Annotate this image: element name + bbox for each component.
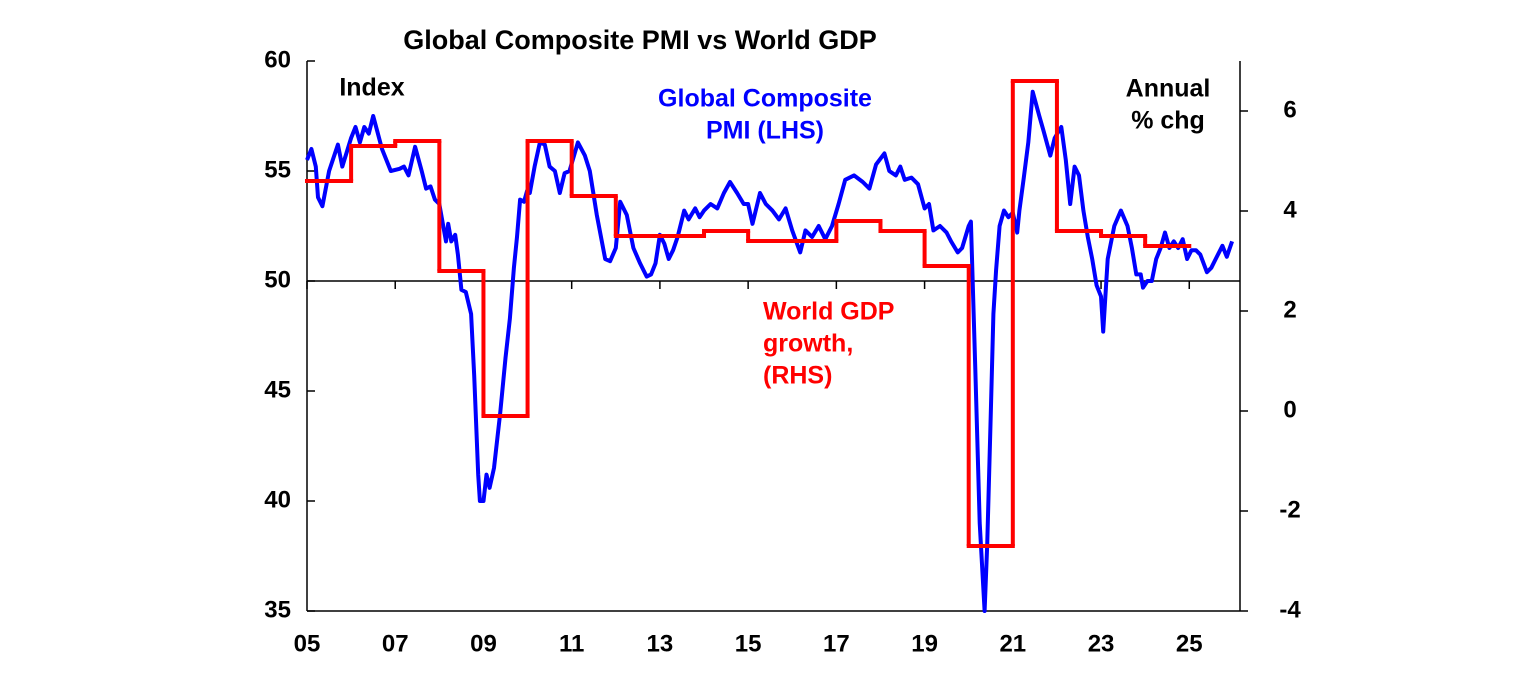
annotation: growth,: [763, 330, 853, 358]
x-tick-label: 09: [470, 630, 497, 657]
y2-tick-label: 4: [1283, 196, 1297, 223]
x-tick-label: 13: [647, 630, 674, 657]
y-tick-label: 60: [264, 46, 291, 73]
y2-tick-label: 2: [1283, 296, 1296, 323]
line-series: [305, 89, 1234, 613]
y2-tick-label: -4: [1279, 596, 1301, 623]
annotation: PMI (LHS): [706, 117, 824, 145]
y2-tick-label: 6: [1283, 96, 1296, 123]
y-tick-label: 35: [264, 596, 291, 623]
x-tick-label: 19: [911, 630, 938, 657]
annotation: % chg: [1131, 107, 1205, 135]
annotation: World GDP: [763, 298, 894, 326]
x-tick-label: 11: [559, 630, 584, 657]
x-tick-label: 05: [294, 630, 321, 657]
y2-tick-label: -2: [1279, 496, 1300, 523]
x-tick-label: 07: [382, 630, 409, 657]
x-tick-label: 21: [999, 630, 1026, 657]
y-tick-label: 55: [264, 156, 291, 183]
y2-tick-label: 0: [1283, 396, 1296, 423]
y-tick-label: 40: [264, 486, 291, 513]
chart-title: Global Composite PMI vs World GDP: [403, 25, 877, 55]
y-tick-label: 45: [264, 376, 291, 403]
annotation: Global Composite: [658, 85, 872, 113]
x-tick-label: 15: [735, 630, 762, 657]
annotation: Annual: [1126, 75, 1211, 103]
x-tick-label: 17: [823, 630, 850, 657]
annotation: (RHS): [763, 362, 832, 390]
annotation: Index: [339, 74, 404, 102]
y-tick-label: 50: [264, 266, 291, 293]
x-tick-label: 25: [1176, 630, 1203, 657]
x-tick-label: 23: [1088, 630, 1115, 657]
